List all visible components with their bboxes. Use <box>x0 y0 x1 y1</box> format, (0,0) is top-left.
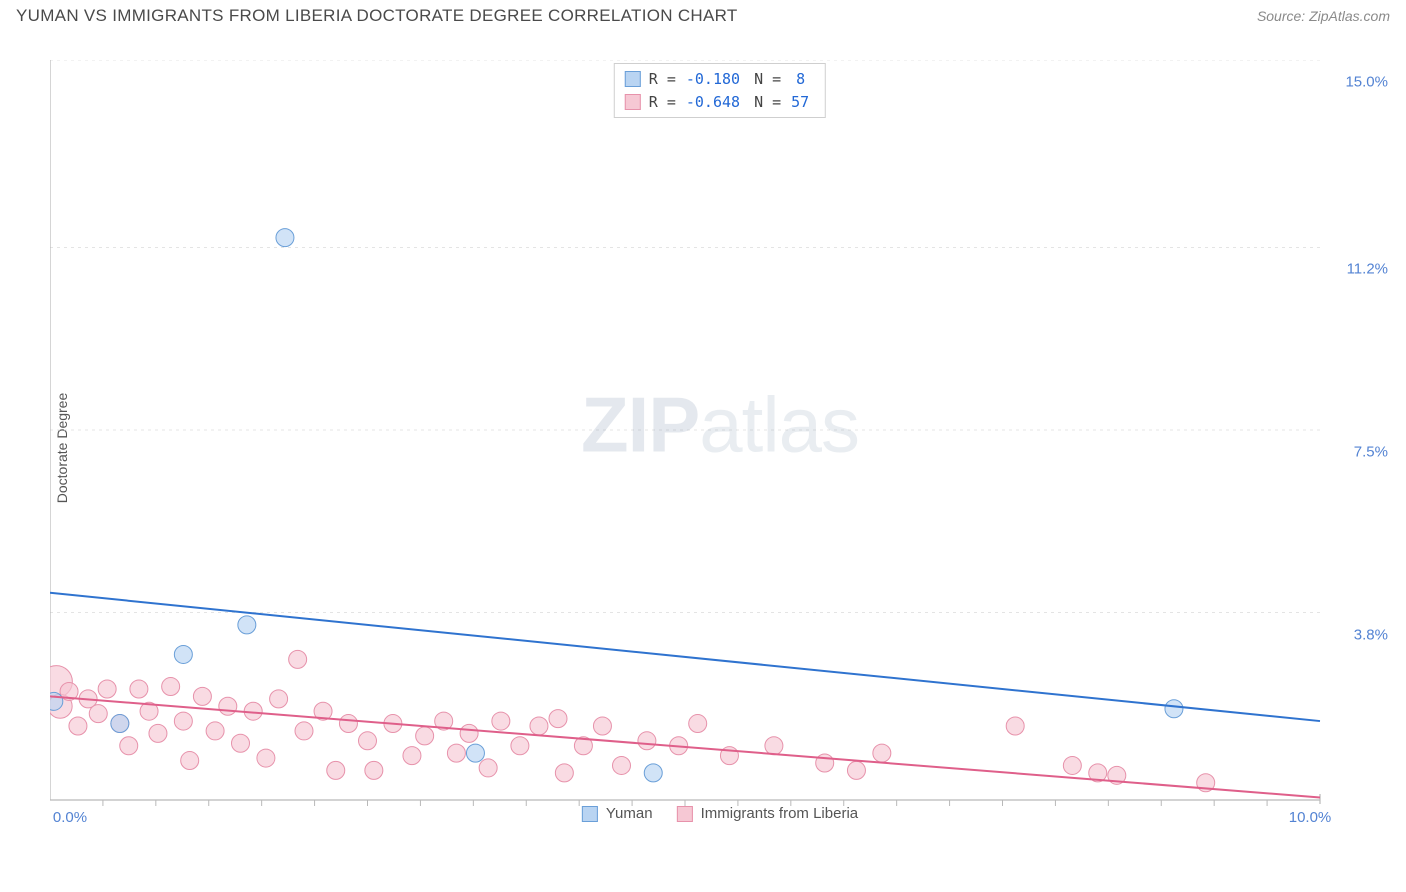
y-tick-label: 11.2% <box>1347 261 1388 278</box>
legend-swatch <box>677 806 693 822</box>
legend-row: R = -0.180 N = 8 <box>625 68 815 91</box>
series-name: Yuman <box>606 805 653 822</box>
series-legend-item: Immigrants from Liberia <box>677 805 859 822</box>
legend-r-value: -0.648 <box>684 91 746 114</box>
legend-swatch <box>625 71 641 87</box>
series-legend: Yuman Immigrants from Liberia <box>582 805 858 822</box>
legend-r-value: -0.180 <box>684 68 746 91</box>
y-tick-label: 15.0% <box>1345 74 1388 91</box>
x-tick-label: 0.0% <box>53 809 87 826</box>
legend-swatch <box>582 806 598 822</box>
legend-n-label: N = <box>754 91 781 114</box>
y-tick-label: 7.5% <box>1354 444 1388 461</box>
chart-title: YUMAN VS IMMIGRANTS FROM LIBERIA DOCTORA… <box>16 6 738 26</box>
correlation-legend: R = -0.180 N = 8 R = -0.648 N = 57 <box>614 63 826 118</box>
legend-r-label: R = <box>649 68 676 91</box>
legend-n-value: 8 <box>789 68 811 91</box>
legend-n-value: 57 <box>789 91 815 114</box>
legend-n-label: N = <box>754 68 781 91</box>
title-bar: YUMAN VS IMMIGRANTS FROM LIBERIA DOCTORA… <box>0 0 1406 30</box>
plot-area: Doctorate Degree ZIPatlas R =-0.180N =8R… <box>50 60 1390 820</box>
series-name: Immigrants from Liberia <box>701 805 859 822</box>
legend-swatch <box>625 94 641 110</box>
x-tick-label: 10.0% <box>1289 809 1332 826</box>
legend-row: R = -0.648 N = 57 <box>625 91 815 114</box>
scatter-svg <box>50 60 1380 820</box>
series-legend-item: Yuman <box>582 805 653 822</box>
source-label: Source: ZipAtlas.com <box>1257 8 1390 24</box>
legend-r-label: R = <box>649 91 676 114</box>
y-tick-label: 3.8% <box>1354 626 1388 643</box>
